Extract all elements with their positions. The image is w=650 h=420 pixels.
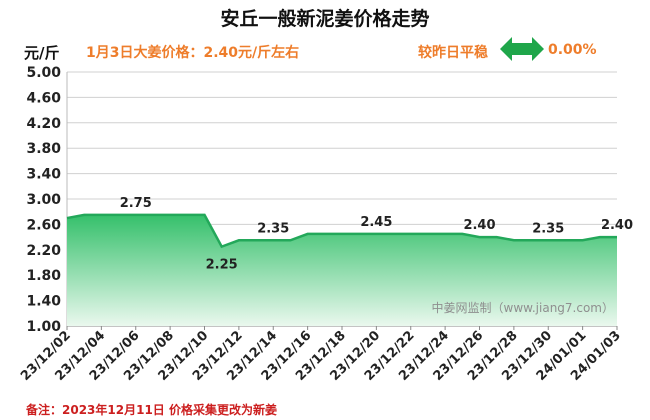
chart-title: 安丘一般新泥姜价格走势 (220, 8, 430, 30)
y-tick-label: 4.20 (26, 116, 61, 132)
data-label: 2.45 (360, 215, 392, 230)
series-line (66, 213, 617, 249)
y-tick-label: 2.60 (26, 217, 61, 233)
y-tick-label: 4.60 (26, 90, 61, 106)
flat-double-arrow-icon (500, 37, 544, 61)
y-tick-label: 3.80 (26, 141, 61, 157)
compare-label: 较昨日平稳 (418, 45, 488, 61)
series-area-fill (67, 214, 617, 326)
data-label: 2.75 (120, 196, 152, 211)
y-tick-label: 1.80 (26, 268, 61, 284)
y-tick-label: 1.40 (26, 294, 61, 310)
data-label: 2.40 (463, 218, 495, 233)
y-tick-label: 2.20 (26, 243, 61, 259)
data-labels: 2.75 2.25 2.35 2.45 2.40 2.35 2.40 (120, 196, 633, 273)
data-label: 2.35 (257, 221, 289, 236)
y-tick-label: 3.00 (26, 192, 61, 208)
data-label: 2.35 (532, 221, 564, 236)
price-note: 1月3日大姜价格：2.40元/斤左右 (86, 45, 300, 61)
x-axis: 23/12/0223/12/0423/12/0623/12/0823/12/10… (18, 325, 624, 384)
y-tick-label: 5.00 (26, 65, 61, 81)
y-tick-label: 3.40 (26, 167, 61, 183)
unit-label: 元/斤 (24, 44, 60, 62)
data-label: 2.40 (601, 218, 633, 233)
series-area (66, 213, 617, 326)
footnote: 备注：2023年12月11日 价格采集更改为新姜 (26, 403, 277, 417)
y-axis: 5.00 4.60 4.20 3.80 3.40 3.00 2.60 2.20 1.80 1.40… (26, 65, 68, 335)
data-label: 2.25 (206, 258, 238, 273)
y-tick-label: 1.00 (26, 319, 61, 335)
watermark-text: 中姜网监制（www.jiang7.com） (432, 300, 614, 315)
change-percent: 0.00% (548, 42, 597, 58)
